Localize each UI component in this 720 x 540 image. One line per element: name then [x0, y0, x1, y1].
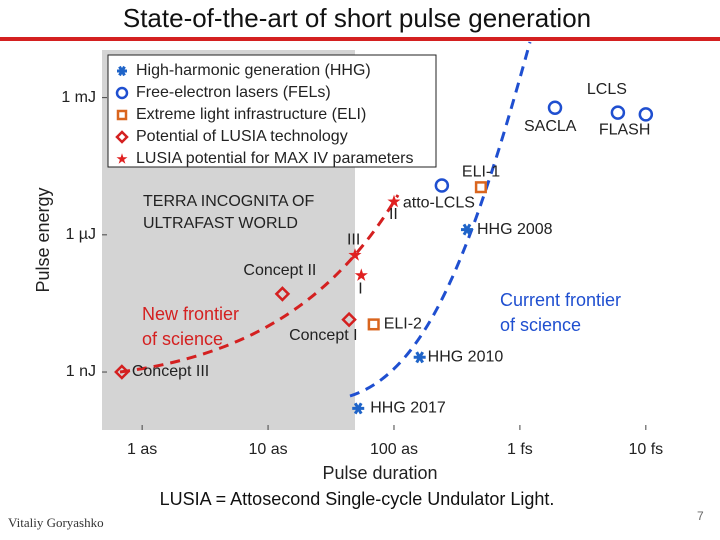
legend-marker [116, 153, 128, 164]
point-label: Concept III [132, 363, 209, 380]
legend-label: Extreme light infrastructure (ELI) [136, 106, 366, 123]
x-tick-label: 10 as [248, 441, 287, 458]
data-point [352, 402, 365, 415]
x-tick-label: 1 fs [507, 441, 533, 458]
current-frontier-text: Current frontier [500, 290, 621, 310]
data-point [348, 248, 362, 261]
point-label: ELI-2 [384, 316, 422, 333]
legend-label: Free-electron lasers (FELs) [136, 84, 331, 101]
y-axis-label: Pulse energy [33, 187, 53, 292]
caption: LUSIA = Attosecond Single-cycle Undulato… [160, 489, 555, 509]
new-frontier-text: New frontier [142, 304, 239, 324]
data-point [341, 311, 357, 328]
y-tick-label: 1 nJ [66, 363, 96, 380]
point-label: I [358, 281, 362, 298]
x-tick-label: 1 as [127, 441, 157, 458]
data-point [354, 268, 368, 281]
point-label: ELI-1 [462, 163, 500, 180]
y-tick-label: 1 mJ [61, 89, 96, 106]
data-point [114, 364, 130, 380]
legend-marker [117, 65, 127, 77]
data-point [367, 318, 380, 331]
terra-text: TERRA INCOGNITA OF [143, 193, 315, 210]
point-label: SACLA [524, 118, 577, 135]
data-point [434, 178, 450, 193]
legend-label: LUSIA potential for MAX IV parameters [136, 150, 413, 167]
slide-title: State-of-the-art of short pulse generati… [123, 3, 591, 33]
data-point [413, 351, 426, 364]
point-label: atto-LCLS [403, 195, 475, 212]
new-frontier-curve [119, 194, 400, 374]
x-tick-label: 100 as [370, 441, 418, 458]
x-axis-label: Pulse duration [322, 463, 437, 483]
legend-label: Potential of LUSIA technology [136, 128, 348, 145]
point-label: LCLS [587, 81, 627, 98]
y-tick-label: 1 µJ [65, 226, 96, 243]
point-label: II [389, 206, 398, 223]
point-label: Concept II [243, 262, 316, 279]
x-tick-label: 10 fs [628, 441, 663, 458]
point-label: HHG 2017 [370, 400, 446, 417]
legend-marker [115, 130, 129, 144]
current-frontier-text: of science [500, 315, 581, 335]
title-rule [0, 37, 720, 41]
page-number: 7 [697, 509, 704, 523]
point-label: HHG 2010 [428, 349, 504, 366]
author: Vitaliy Goryashko [8, 515, 104, 530]
legend-label: High-harmonic generation (HHG) [136, 62, 371, 79]
current-frontier-curve [349, 41, 532, 398]
point-label: HHG 2008 [477, 221, 553, 238]
new-frontier-text: of science [142, 329, 223, 349]
legend-box [107, 54, 437, 168]
data-point [274, 286, 291, 302]
data-point [474, 181, 487, 194]
data-point [460, 223, 473, 236]
data-point [387, 194, 401, 208]
data-point [610, 105, 626, 120]
data-point [638, 107, 654, 122]
data-point [547, 100, 563, 116]
legend-marker [116, 109, 128, 121]
terra-text: ULTRAFAST WORLD [143, 215, 298, 232]
point-label: III [347, 231, 360, 248]
legend-marker [115, 86, 129, 100]
point-label: Concept I [289, 327, 357, 344]
point-label: FLASH [599, 122, 651, 139]
